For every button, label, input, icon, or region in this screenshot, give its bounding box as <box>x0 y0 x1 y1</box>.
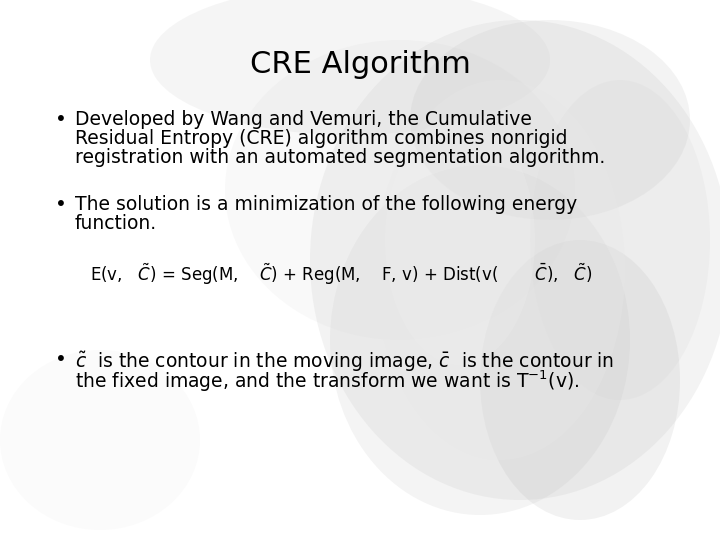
Text: Residual Entropy (CRE) algorithm combines nonrigid: Residual Entropy (CRE) algorithm combine… <box>75 129 567 148</box>
Text: function.: function. <box>75 214 157 233</box>
Ellipse shape <box>385 115 535 365</box>
Text: CRE Algorithm: CRE Algorithm <box>250 50 470 79</box>
Text: •: • <box>55 350 67 369</box>
Ellipse shape <box>410 20 690 220</box>
Text: •: • <box>55 110 67 129</box>
Ellipse shape <box>375 80 625 460</box>
Ellipse shape <box>330 165 630 515</box>
Text: registration with an automated segmentation algorithm.: registration with an automated segmentat… <box>75 148 606 167</box>
Text: •: • <box>55 195 67 214</box>
Text: the fixed image, and the transform we want is T$^{-1}$(v).: the fixed image, and the transform we wa… <box>75 369 580 395</box>
Ellipse shape <box>225 40 575 340</box>
Text: Developed by Wang and Vemuri, the Cumulative: Developed by Wang and Vemuri, the Cumula… <box>75 110 532 129</box>
Ellipse shape <box>530 80 710 400</box>
Text: E(v,   $\tilde{C}$) = Seg(M,    $\tilde{C}$) + Reg(M,    F, v) + Dist(v(       $: E(v, $\tilde{C}$) = Seg(M, $\tilde{C}$) … <box>90 262 593 287</box>
Ellipse shape <box>0 350 200 530</box>
Text: $\tilde{c}$  is the contour in the moving image, $\bar{c}$  is the contour in: $\tilde{c}$ is the contour in the moving… <box>75 350 614 374</box>
Text: The solution is a minimization of the following energy: The solution is a minimization of the fo… <box>75 195 577 214</box>
Ellipse shape <box>310 20 720 500</box>
Ellipse shape <box>480 240 680 520</box>
Ellipse shape <box>150 0 550 135</box>
